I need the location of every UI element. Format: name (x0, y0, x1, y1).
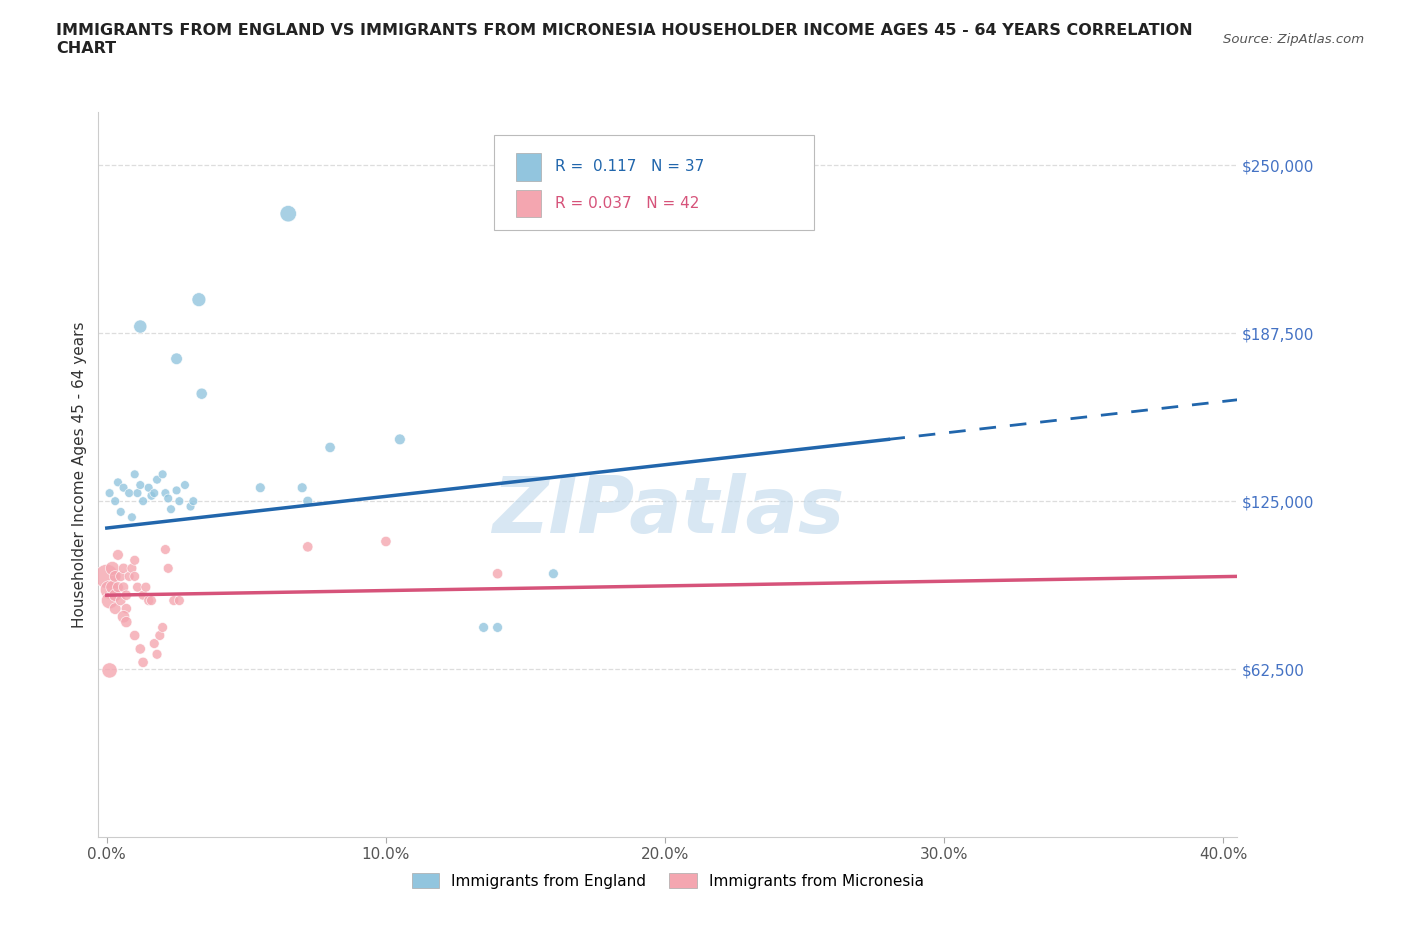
Point (169, 593, 191, 608)
Point (180, 499, 202, 514)
Point (152, 620, 174, 635)
Point (146, 472, 169, 487)
Point (104, 569, 127, 584)
FancyBboxPatch shape (516, 153, 541, 180)
Point (98, 593, 121, 608)
Point (277, 206, 299, 221)
Point (141, 488, 163, 503)
Point (132, 494, 155, 509)
Point (104, 588, 127, 603)
Point (101, 561, 124, 576)
Point (98, 663, 121, 678)
Point (110, 569, 132, 584)
FancyBboxPatch shape (516, 190, 541, 218)
FancyBboxPatch shape (494, 135, 814, 230)
Point (104, 494, 127, 509)
Point (160, 502, 183, 517)
Point (166, 483, 188, 498)
Point (129, 642, 152, 657)
Point (543, 566, 565, 581)
Point (190, 386, 212, 401)
Point (121, 561, 143, 576)
Point (110, 593, 132, 608)
Point (121, 510, 143, 525)
Point (249, 480, 271, 495)
Point (486, 620, 509, 635)
Point (291, 480, 314, 495)
Point (132, 588, 155, 603)
Point (118, 485, 141, 500)
Point (146, 647, 169, 662)
Point (143, 485, 166, 500)
Point (388, 432, 411, 446)
Point (127, 579, 149, 594)
Text: R = 0.037   N = 42: R = 0.037 N = 42 (555, 196, 699, 211)
Point (127, 485, 149, 500)
Text: R =  0.117   N = 37: R = 0.117 N = 37 (555, 159, 704, 175)
Point (115, 615, 138, 630)
Point (112, 579, 135, 594)
Point (486, 566, 509, 581)
Point (129, 478, 152, 493)
Point (107, 579, 129, 594)
Point (124, 552, 146, 567)
Point (104, 601, 127, 616)
Point (112, 480, 135, 495)
Point (149, 628, 172, 643)
Point (169, 494, 191, 509)
Point (112, 609, 135, 624)
Point (157, 491, 180, 506)
Point (187, 292, 209, 307)
Point (115, 601, 138, 616)
Point (138, 593, 160, 608)
Point (166, 352, 188, 366)
Point (297, 494, 319, 509)
Point (143, 636, 166, 651)
Point (374, 534, 396, 549)
Point (96, 569, 118, 584)
Point (174, 478, 197, 493)
Point (132, 655, 155, 670)
Point (319, 440, 342, 455)
Point (152, 467, 174, 482)
Text: ZIPatlas: ZIPatlas (492, 472, 844, 549)
Point (297, 539, 319, 554)
Point (157, 561, 180, 576)
Point (107, 548, 129, 563)
Legend: Immigrants from England, Immigrants from Micronesia: Immigrants from England, Immigrants from… (405, 867, 931, 895)
Point (101, 579, 124, 594)
Point (110, 504, 132, 519)
Point (112, 561, 135, 576)
Point (183, 494, 205, 509)
Point (135, 579, 157, 594)
Point (98, 582, 121, 597)
Point (155, 542, 177, 557)
Point (124, 467, 146, 482)
Point (107, 475, 129, 490)
Point (115, 588, 138, 603)
Point (163, 593, 186, 608)
Point (472, 620, 495, 635)
Point (141, 593, 163, 608)
Point (98, 485, 121, 500)
Point (124, 569, 146, 584)
Point (155, 485, 177, 500)
Point (138, 480, 160, 495)
Text: IMMIGRANTS FROM ENGLAND VS IMMIGRANTS FROM MICRONESIA HOUSEHOLDER INCOME AGES 45: IMMIGRANTS FROM ENGLAND VS IMMIGRANTS FR… (56, 23, 1192, 56)
Text: Source: ZipAtlas.com: Source: ZipAtlas.com (1223, 33, 1364, 46)
Point (118, 569, 141, 584)
Y-axis label: Householder Income Ages 45 - 64 years: Householder Income Ages 45 - 64 years (72, 321, 87, 628)
Point (124, 628, 146, 643)
Point (129, 319, 152, 334)
